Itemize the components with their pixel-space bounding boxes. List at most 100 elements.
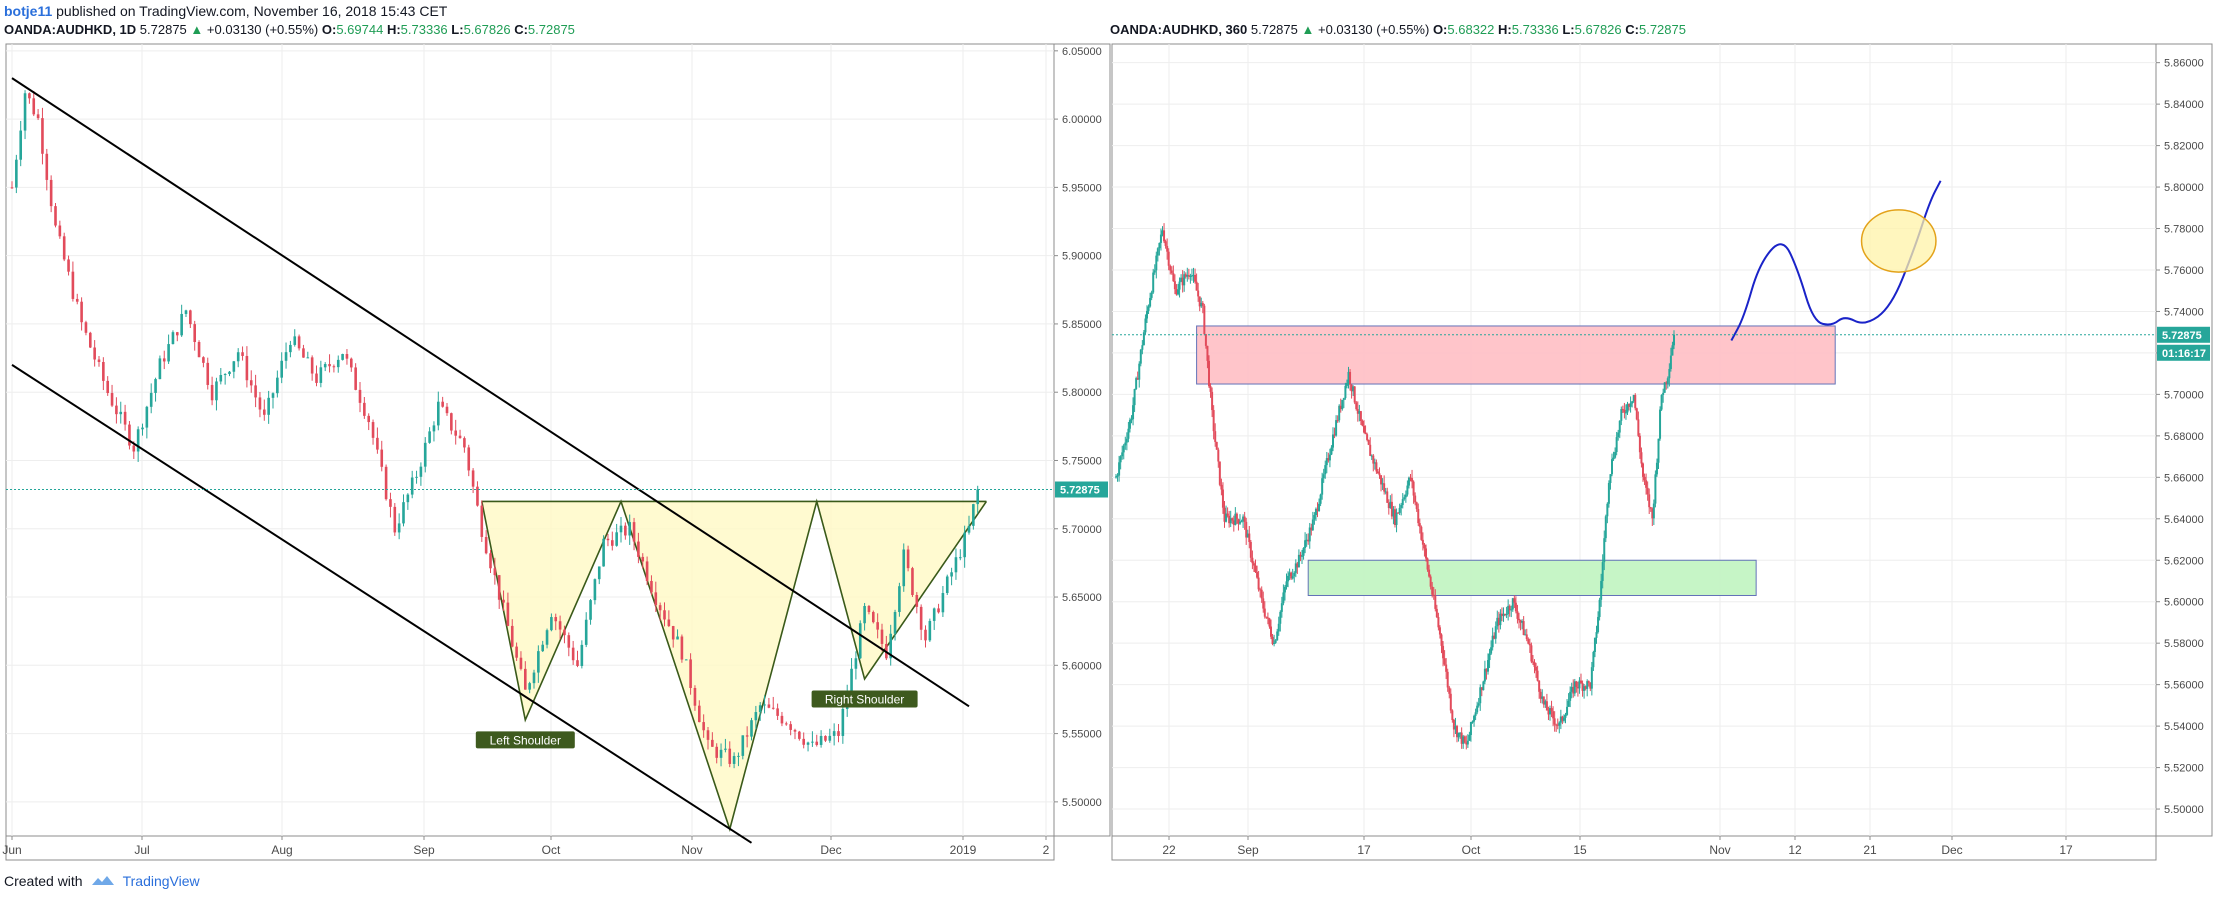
candle-body — [1265, 616, 1268, 618]
y-tick-label: 5.65000 — [1062, 592, 1102, 604]
candle-body — [428, 431, 431, 443]
candle-body — [715, 746, 719, 758]
y-tick-label: 5.66000 — [2164, 472, 2204, 484]
candle-body — [924, 629, 927, 641]
candle-body — [1252, 563, 1255, 566]
y-tick-label: 5.76000 — [2164, 265, 2204, 277]
candle-body — [1654, 474, 1657, 504]
candle-body — [702, 722, 705, 731]
candle-body — [1124, 442, 1127, 446]
candle-body — [1648, 494, 1651, 508]
candle-body — [1194, 274, 1197, 282]
y-tick-label: 5.60000 — [1062, 660, 1102, 672]
candle-body — [1423, 544, 1426, 549]
candle-body — [367, 415, 371, 423]
chart-2-symbol[interactable]: OANDA:AUDHKD, 360 — [1110, 22, 1248, 37]
candle-body — [1198, 296, 1201, 307]
candle-body — [554, 617, 558, 622]
candle-body — [93, 347, 96, 360]
candle-body — [1476, 705, 1479, 713]
candle-body — [1673, 334, 1675, 346]
candle-body — [1128, 419, 1131, 429]
tradingview-link[interactable]: TradingView — [122, 873, 200, 889]
candle-body — [1246, 533, 1249, 538]
chart-2-change: +0.03130 (+0.55%) — [1318, 22, 1430, 37]
candle-body — [1617, 432, 1620, 438]
daily-panel-price-axis — [1053, 43, 1111, 837]
candle-body — [441, 401, 444, 407]
pattern-label-bg — [475, 731, 575, 749]
y-tick-label: 5.95000 — [1062, 182, 1102, 194]
candle-body — [236, 352, 240, 362]
candle-body — [537, 651, 540, 673]
candle-body — [1122, 445, 1125, 453]
candle-body — [1361, 420, 1364, 426]
candle-body — [972, 504, 975, 526]
candle-body — [1660, 394, 1663, 410]
candle-body — [1482, 681, 1485, 691]
candle-body — [1414, 495, 1417, 503]
candle-body — [1181, 277, 1184, 286]
candle-body — [876, 622, 879, 630]
candle-body — [1655, 462, 1658, 475]
candle-body — [771, 707, 775, 709]
candle-body — [1383, 483, 1386, 492]
candle-body — [1516, 611, 1519, 619]
candle-body — [280, 360, 284, 378]
candle-body — [1530, 645, 1533, 662]
chart-1-symbol[interactable]: OANDA:AUDHKD, 1D — [4, 22, 137, 37]
candle-body — [1163, 230, 1166, 242]
candle-body — [1175, 289, 1178, 295]
candle-body — [376, 437, 379, 450]
candle-body — [1527, 639, 1530, 644]
candle-body — [732, 756, 736, 764]
candle-body — [1406, 485, 1409, 495]
candle-body — [1277, 623, 1280, 632]
candle-body — [19, 130, 23, 160]
candle-body — [1485, 668, 1488, 672]
candle-body — [1457, 732, 1460, 738]
candle-body — [1376, 471, 1379, 474]
candle-body — [763, 704, 766, 706]
price-tag — [2157, 326, 2210, 343]
candle-body — [541, 644, 545, 652]
x-tick-label: Oct — [542, 843, 561, 857]
candle-body — [510, 625, 514, 647]
candle-body — [1356, 409, 1359, 414]
candle-body — [871, 612, 875, 623]
candle-body — [1336, 420, 1339, 422]
candle-body — [219, 374, 223, 382]
candle-body — [863, 606, 866, 624]
candle-body — [798, 731, 801, 739]
candle-body — [1446, 671, 1449, 688]
candle-body — [1153, 270, 1156, 273]
candle-body — [1308, 527, 1311, 542]
candle-body — [867, 606, 871, 613]
candle-body — [1201, 302, 1204, 306]
candle-body — [689, 659, 692, 688]
candle-body — [906, 549, 910, 569]
candle-body — [349, 358, 353, 368]
candle-body — [1125, 438, 1128, 443]
author-link[interactable]: botje11 — [4, 3, 53, 19]
candle-body — [1473, 715, 1476, 722]
y-tick-label: 5.56000 — [2164, 680, 2204, 692]
candle-body — [1214, 431, 1217, 442]
candle-body — [1119, 456, 1122, 463]
candle-body — [484, 536, 488, 554]
candle-body — [1559, 716, 1562, 723]
candle-body — [1245, 521, 1248, 538]
candle-body — [1386, 491, 1389, 503]
candle-body — [1161, 230, 1164, 235]
candle-body — [728, 748, 732, 764]
candle-body — [1212, 410, 1215, 432]
candle-body — [1488, 653, 1491, 661]
candle-body — [1499, 613, 1502, 626]
chart-1-open: 5.69744 — [336, 22, 384, 37]
candle-body — [1459, 732, 1462, 734]
daily-panel: 6.05000 6.00000 5.95000 5.90000 5.85000 5.800… — [2, 43, 1111, 861]
candle-body — [619, 525, 623, 533]
candle-body — [576, 660, 579, 666]
candle-body — [719, 749, 723, 758]
